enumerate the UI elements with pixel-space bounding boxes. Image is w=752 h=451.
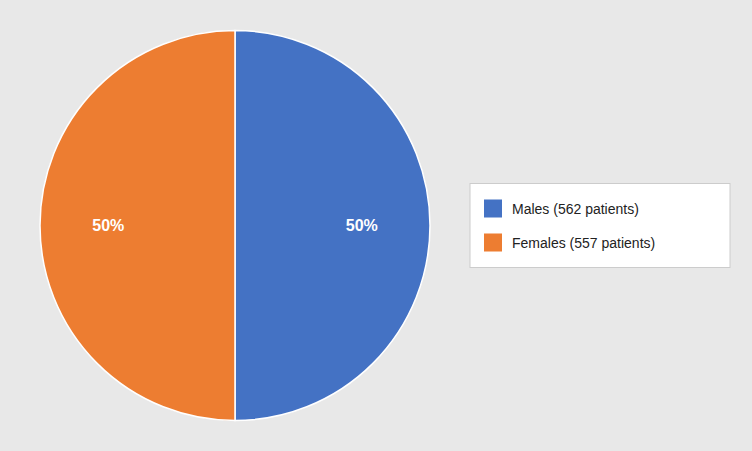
data-label: 50%: [346, 217, 378, 234]
data-labels: 50% 50%: [92, 217, 378, 234]
legend-frame: [470, 184, 730, 268]
pie-slice: [40, 31, 235, 421]
pie-slice: [235, 31, 430, 421]
legend-label: Males (562 patients): [512, 201, 639, 217]
legend-item: Males (562 patients): [484, 200, 639, 218]
legend-swatch: [484, 200, 502, 218]
data-label: 50%: [92, 217, 124, 234]
legend-swatch: [484, 234, 502, 252]
pie: [40, 31, 430, 421]
legend-label: Females (557 patients): [512, 235, 655, 251]
chart: 50% 50% Males (562 patients) Females (557 p…: [0, 0, 752, 451]
legend: Males (562 patients) Females (557 patient…: [470, 184, 730, 268]
legend-item: Females (557 patients): [484, 234, 655, 252]
